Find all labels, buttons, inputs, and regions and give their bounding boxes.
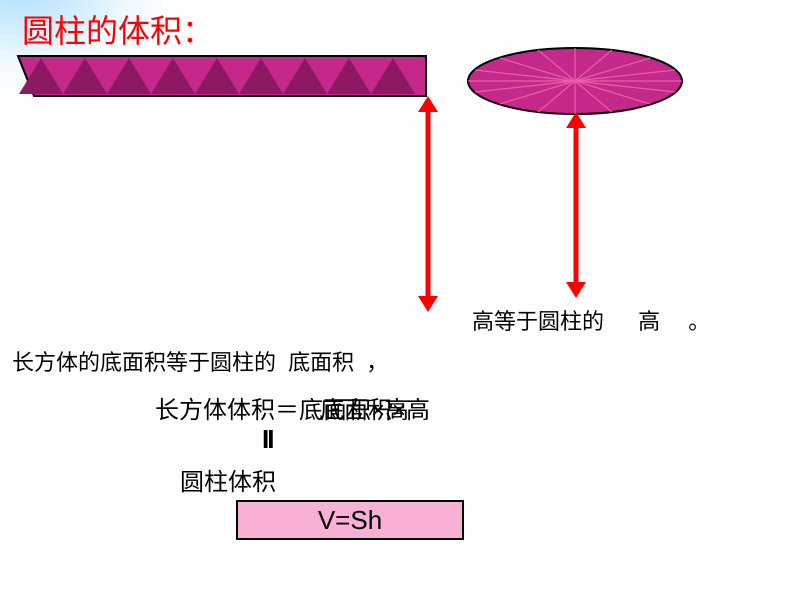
height-equals-text: 高等于圆柱的 高 。 xyxy=(472,304,710,336)
formula-box-text: V=Sh xyxy=(318,505,382,536)
arrow-left xyxy=(414,96,442,312)
base-suffix: ， xyxy=(366,350,388,375)
formula-box: V=Sh xyxy=(236,500,464,540)
ellipse-shape xyxy=(466,46,684,116)
base-fill: 底面积 xyxy=(288,350,354,375)
base-prefix: 长方体的底面积等于圆柱的 xyxy=(12,350,276,375)
height-prefix: 高等于圆柱的 xyxy=(472,309,604,334)
page-title: 圆柱的体积： xyxy=(22,6,214,52)
arrow-right xyxy=(562,112,590,298)
cylinder-volume-text: 圆柱体积 xyxy=(180,462,276,497)
base-equals-text: 长方体的底面积等于圆柱的 底面积 ， xyxy=(12,345,388,377)
overlay-formula-text: 底面积×高 xyxy=(320,390,430,425)
height-fill: 高 xyxy=(638,309,660,334)
height-suffix: 。 xyxy=(688,309,710,334)
rectangle-shape xyxy=(16,54,428,98)
ellipse-rays xyxy=(468,48,682,114)
equals-symbol: II xyxy=(262,424,272,455)
